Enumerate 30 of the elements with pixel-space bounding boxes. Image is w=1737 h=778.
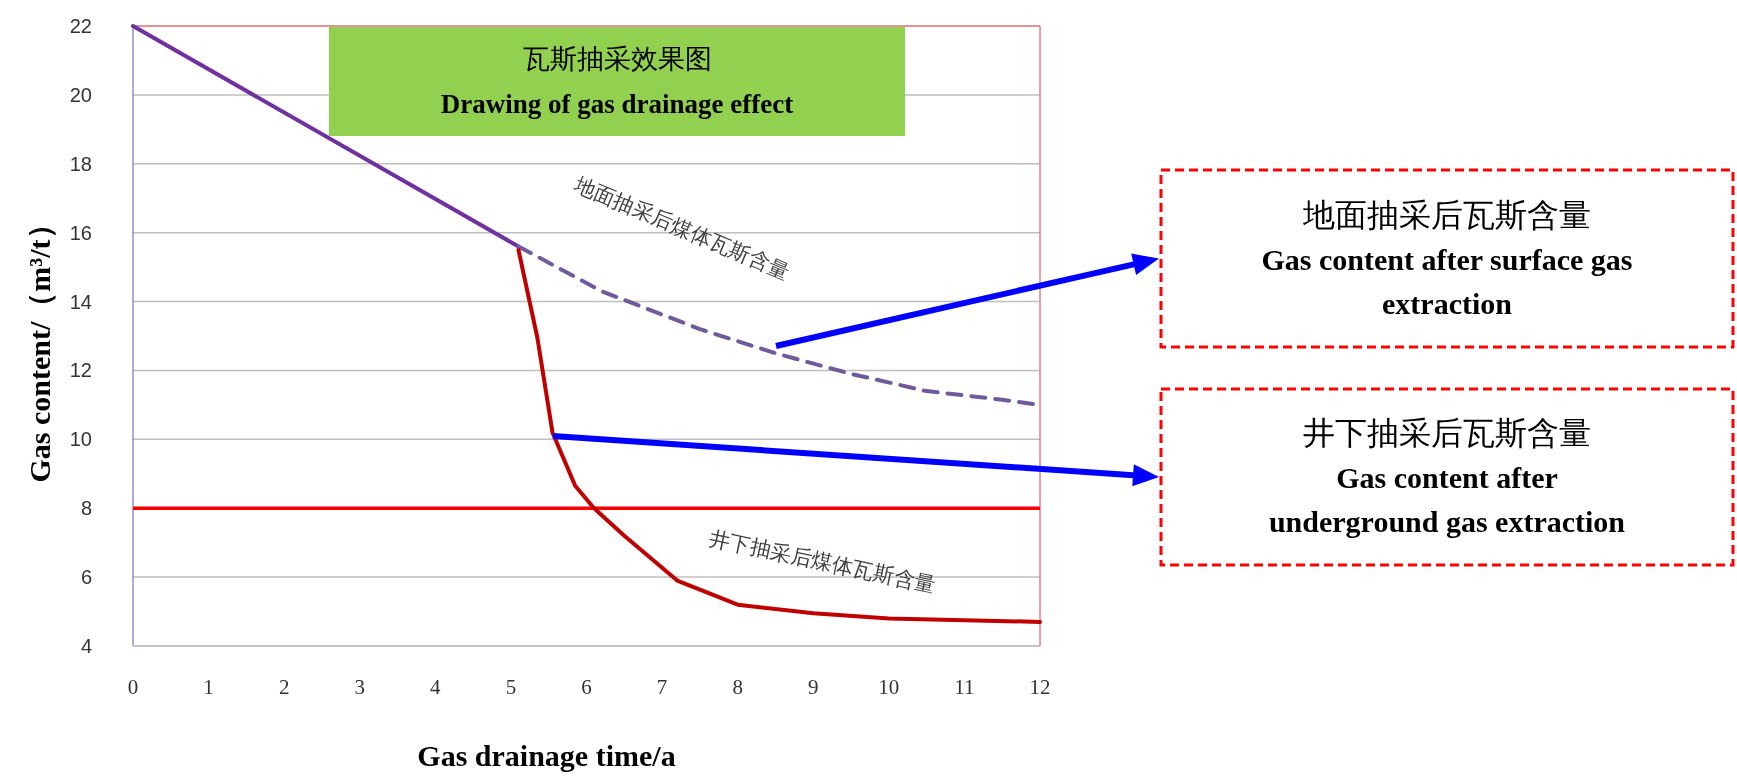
y-tick-label: 18 (69, 152, 92, 175)
x-tick-label: 8 (732, 675, 743, 699)
x-tick-label: 9 (808, 675, 819, 699)
title-box: 瓦斯抽采效果图 Drawing of gas drainage effect (329, 27, 905, 136)
y-tick-label: 12 (69, 359, 92, 382)
x-tick-label: 1 (203, 675, 214, 699)
y-tick-label: 6 (80, 566, 92, 589)
x-tick-label: 12 (1029, 675, 1051, 699)
y-axis-title: Gas content/（m³/t） (23, 209, 56, 483)
x-tick-label: 3 (354, 675, 365, 699)
y-tick-label: 22 (69, 15, 92, 37)
x-tick-label: 6 (581, 675, 592, 699)
y-tick-label: 16 (69, 221, 92, 244)
x-tick-label: 7 (656, 675, 668, 699)
text: 地面抽采后煤体瓦斯含量 (569, 171, 793, 285)
y-tick-label: 14 (69, 290, 92, 313)
x-tick-label: 4 (430, 675, 442, 699)
x-axis-title: Gas drainage time/a (417, 739, 676, 772)
y-tick-label: 10 (69, 428, 92, 451)
x-tick-label: 5 (505, 675, 517, 699)
x-tick-label: 2 (278, 675, 290, 699)
text: 井下抽采后煤体瓦斯含量 (706, 525, 938, 598)
y-tick-label: 4 (80, 635, 92, 657)
annotation: 地面抽采后瓦斯含量 Gas content after surface gas extraction (1159, 168, 1735, 349)
x-tick-label: 11 (954, 675, 975, 699)
y-tick-label: 20 (69, 83, 92, 106)
x-tick-label: 0 (127, 675, 139, 699)
y-tick-label: 8 (80, 497, 92, 520)
x-tick-label: 10 (878, 675, 900, 699)
annotation: 井下抽采后瓦斯含量 Gas content after underground gas extraction (1159, 387, 1735, 567)
